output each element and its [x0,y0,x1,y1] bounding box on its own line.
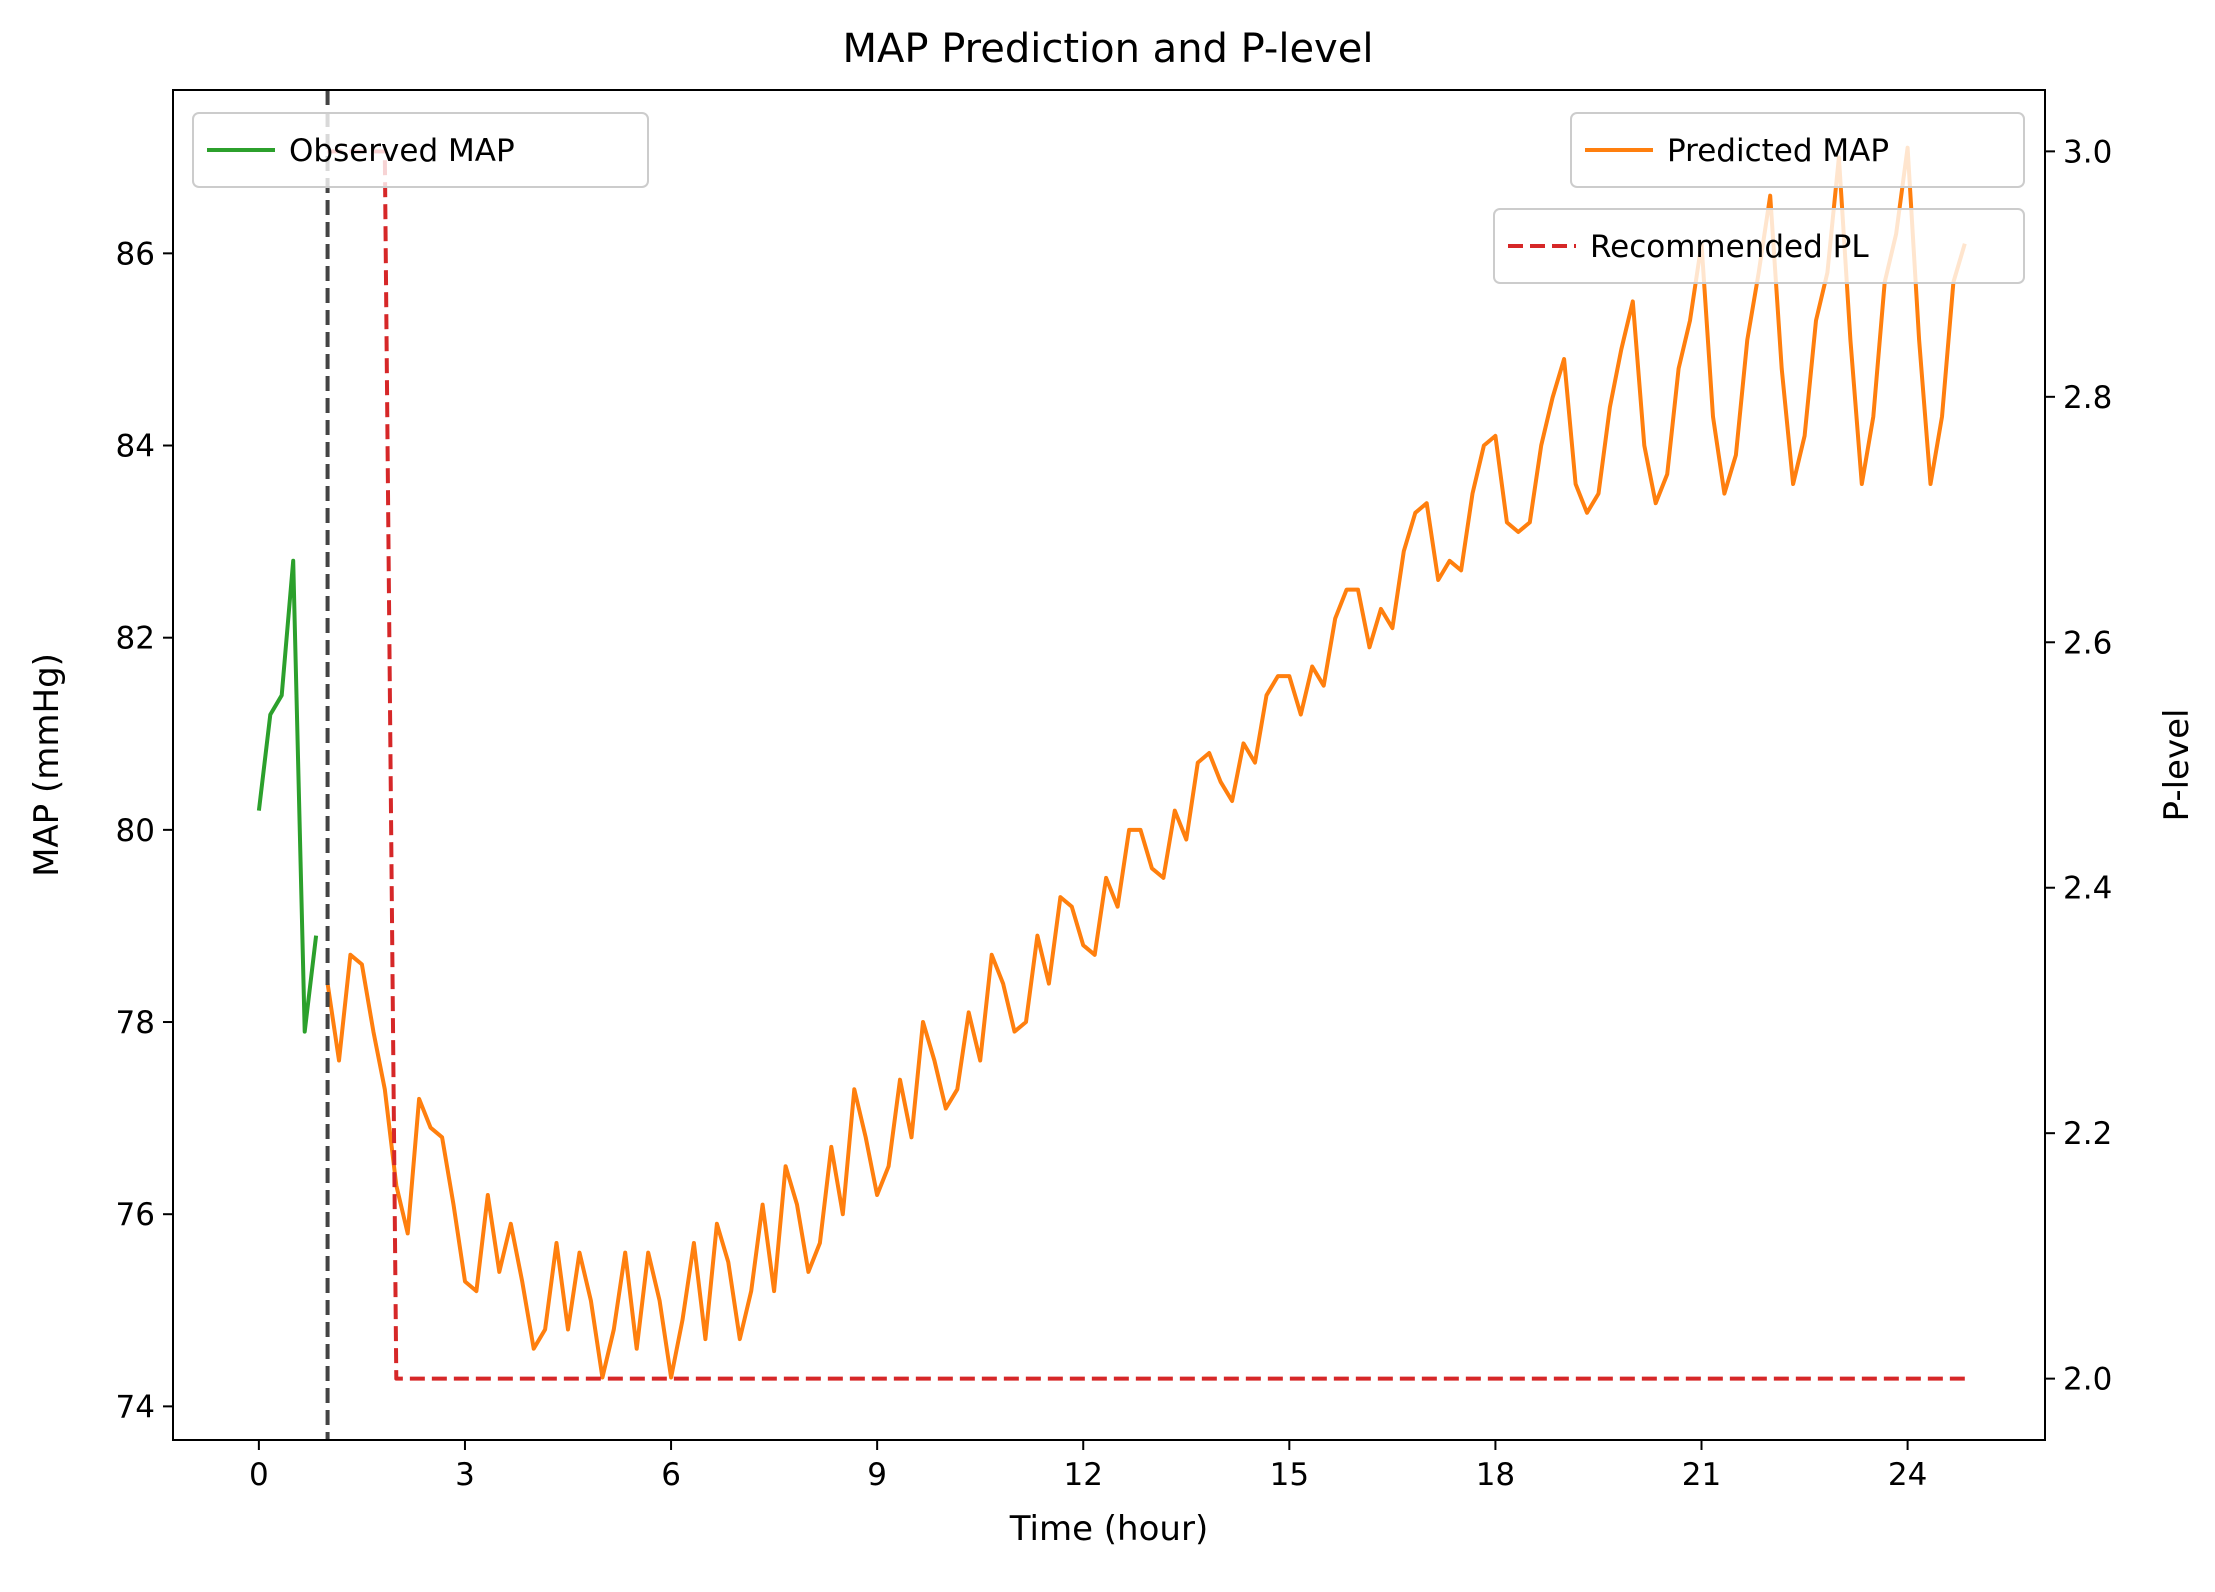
x-axis-label: Time (hour) [1009,1509,1208,1549]
y-tick-label: 80 [116,813,155,849]
observed-map-line [256,558,319,1034]
y2-axis-label: P-level [2157,709,2197,822]
chart-title: MAP Prediction and P-level [843,26,1374,72]
y2-tick-label: 2.6 [2063,625,2112,661]
y-axis-label: MAP (mmHg) [27,653,67,877]
predicted-map-line [325,145,1967,1380]
x-tick-label: 21 [1682,1457,1721,1493]
y2-tick-label: 3.0 [2063,134,2112,170]
plot-frame [172,89,2046,1441]
legend-predicted-map-box [1570,112,2025,188]
y2-tick-label: 2.2 [2063,1116,2112,1152]
legend-recommended-pl-box [1493,208,2025,284]
axes: 0 3 6 9 12 15 18 21 24 74 76 78 80 82 84 86 2.0 2.2 2.4 2.6… [116,134,2113,1493]
x-tick-label: 12 [1064,1457,1103,1493]
x-tick-label: 9 [867,1457,887,1493]
x-tick-label: 0 [249,1457,269,1493]
y-tick-label: 76 [116,1197,155,1233]
y2-tick-label: 2.4 [2063,871,2112,907]
legend-recommended-pl-label: Recommended PL [1590,229,1869,265]
legend-observed-map-label: Observed MAP [289,133,515,169]
y-tick-label: 74 [116,1389,155,1425]
legends: Observed MAP Predicted MAP Recommended PL [192,112,2025,284]
x-tick-label: 24 [1888,1457,1927,1493]
y2-tick-label: 2.8 [2063,380,2112,416]
y-tick-label: 86 [116,236,155,272]
x-tick-label: 15 [1270,1457,1309,1493]
x-tick-label: 3 [455,1457,475,1493]
x-tick-label: 18 [1476,1457,1515,1493]
legend-predicted-map-label: Predicted MAP [1667,133,1889,169]
x-tick-label: 6 [661,1457,681,1493]
y-tick-label: 82 [116,621,155,657]
y-tick-label: 78 [116,1005,155,1041]
y2-tick-label: 2.0 [2063,1362,2112,1398]
legend-observed-map-box [192,112,649,188]
y-tick-label: 84 [116,429,155,465]
